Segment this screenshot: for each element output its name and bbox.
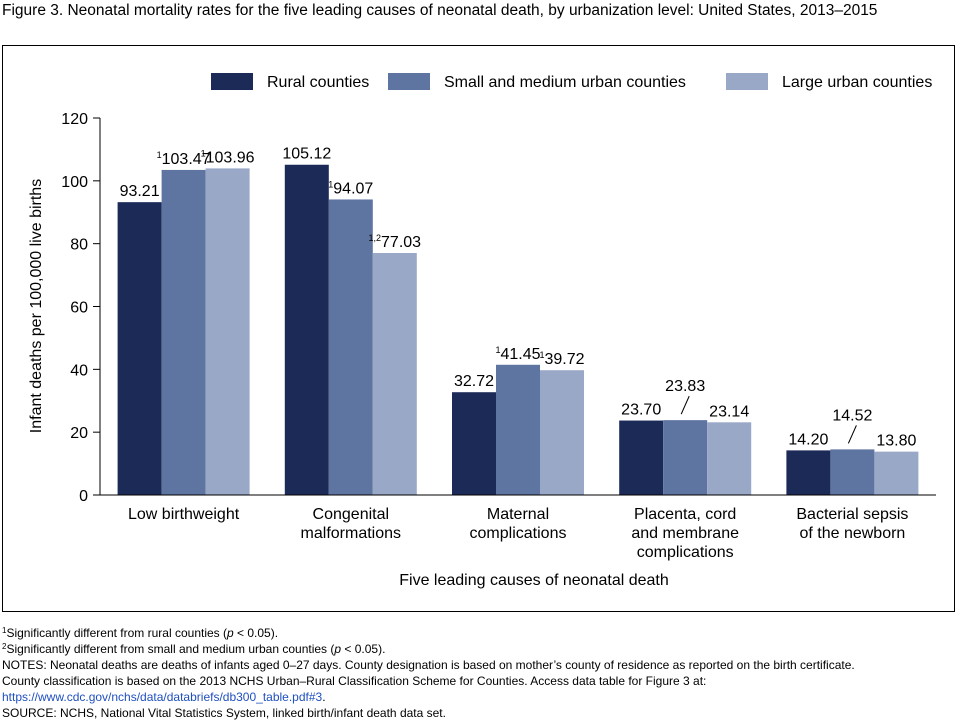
data-label: 105.12 bbox=[282, 146, 331, 163]
bar bbox=[619, 420, 664, 495]
data-label: 93.21 bbox=[120, 183, 160, 200]
data-label: 32.72 bbox=[454, 373, 494, 390]
x-tick-label: Maternal complications bbox=[470, 506, 567, 542]
legend-label: Small and medium urban counties bbox=[444, 74, 686, 91]
y-tick-label: 120 bbox=[61, 111, 88, 128]
y-tick-label: 100 bbox=[61, 174, 88, 191]
bar bbox=[874, 451, 919, 495]
legend-item: Small and medium urban counties bbox=[388, 73, 686, 91]
data-label: 1103.96 bbox=[201, 148, 255, 166]
y-tick-label: 0 bbox=[79, 488, 88, 505]
data-label: 23.14 bbox=[709, 403, 749, 420]
notes-line-2: County classification is based on the 20… bbox=[2, 674, 707, 688]
bar bbox=[284, 164, 329, 496]
footnote-2: 2Significantly different from small and … bbox=[2, 642, 386, 656]
data-label: 139.72 bbox=[539, 350, 584, 368]
legend-swatch bbox=[726, 73, 768, 90]
bar bbox=[161, 169, 206, 495]
data-label: 14.20 bbox=[788, 431, 828, 448]
legend-swatch bbox=[388, 73, 430, 90]
y-tick-label: 80 bbox=[70, 237, 88, 254]
bar bbox=[372, 252, 417, 495]
source-line: SOURCE: NCHS, National Vital Statistics … bbox=[2, 706, 446, 720]
data-label: 14.52 bbox=[832, 407, 872, 424]
x-tick-label: Bacterial sepsis of the newborn bbox=[796, 506, 908, 542]
data-label: 194.07 bbox=[328, 179, 373, 197]
bar bbox=[540, 370, 584, 495]
leader-line bbox=[680, 395, 690, 415]
legend: Rural counties Small and medium urban cou… bbox=[211, 73, 932, 91]
figure-title: Figure 3. Neonatal mortality rates for t… bbox=[2, 2, 878, 19]
data-label: 141.45 bbox=[495, 345, 540, 363]
y-tick-label: 60 bbox=[70, 300, 88, 317]
legend-label: Large urban counties bbox=[782, 74, 932, 91]
leader-line bbox=[847, 425, 857, 444]
x-tick-label: Congenital malformations bbox=[301, 506, 401, 542]
x-tick-label: Low birthweight bbox=[128, 506, 240, 523]
legend-swatch bbox=[211, 73, 253, 90]
data-label: 13.80 bbox=[876, 433, 916, 450]
bar bbox=[786, 450, 831, 495]
x-axis: Low birthweight Congenital malformations Ma… bbox=[100, 494, 936, 561]
legend-item: Large urban counties bbox=[726, 73, 932, 91]
bar bbox=[117, 202, 162, 495]
data-label: 23.83 bbox=[665, 378, 705, 395]
y-tick-label: 20 bbox=[70, 425, 88, 442]
legend-label: Rural counties bbox=[267, 74, 369, 91]
y-axis: 0 20 40 60 80 100 120 bbox=[61, 111, 101, 505]
bar bbox=[830, 449, 875, 495]
x-tick-label: Placenta, cord and membrane complications bbox=[631, 506, 739, 561]
bar bbox=[663, 420, 708, 495]
y-axis-title: Infant deaths per 100,000 live births bbox=[28, 179, 45, 433]
bar-chart: Rural counties Small and medium urban cou… bbox=[28, 73, 936, 589]
data-label: 23.70 bbox=[621, 402, 661, 419]
data-label: 1,277.03 bbox=[369, 233, 422, 251]
chart-panel: Rural counties Small and medium urban cou… bbox=[2, 45, 955, 612]
bar bbox=[328, 199, 373, 495]
axis-titles: Five leading causes of neonatal death Inf… bbox=[28, 179, 669, 589]
legend-item: Rural counties bbox=[211, 73, 369, 91]
x-axis-title: Five leading causes of neonatal death bbox=[399, 572, 669, 589]
notes-line-1: NOTES: Neonatal deaths are deaths of inf… bbox=[2, 658, 855, 672]
bar bbox=[496, 364, 540, 495]
bar bbox=[452, 392, 496, 495]
y-tick-label: 40 bbox=[70, 362, 88, 379]
notes-link-line: https://www.cdc.gov/nchs/data/databriefs… bbox=[2, 690, 326, 704]
data-label: 1103.47 bbox=[157, 150, 211, 168]
bar bbox=[205, 168, 250, 495]
footnote-1: 1Significantly different from rural coun… bbox=[2, 626, 279, 640]
bar bbox=[707, 422, 752, 495]
figure-notes: 1Significantly different from rural coun… bbox=[2, 625, 957, 721]
data-table-link[interactable]: https://www.cdc.gov/nchs/data/databriefs… bbox=[2, 690, 323, 704]
